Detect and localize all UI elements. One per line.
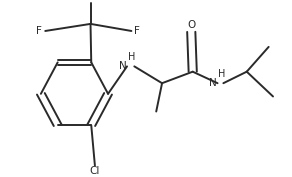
Text: H: H xyxy=(128,52,135,62)
Text: Cl: Cl xyxy=(90,166,100,176)
Text: N: N xyxy=(209,78,217,88)
Text: O: O xyxy=(187,20,195,30)
Text: F: F xyxy=(134,26,140,36)
Text: N: N xyxy=(119,61,126,71)
Text: F: F xyxy=(88,0,93,2)
Text: F: F xyxy=(36,26,42,36)
Text: H: H xyxy=(218,69,225,79)
